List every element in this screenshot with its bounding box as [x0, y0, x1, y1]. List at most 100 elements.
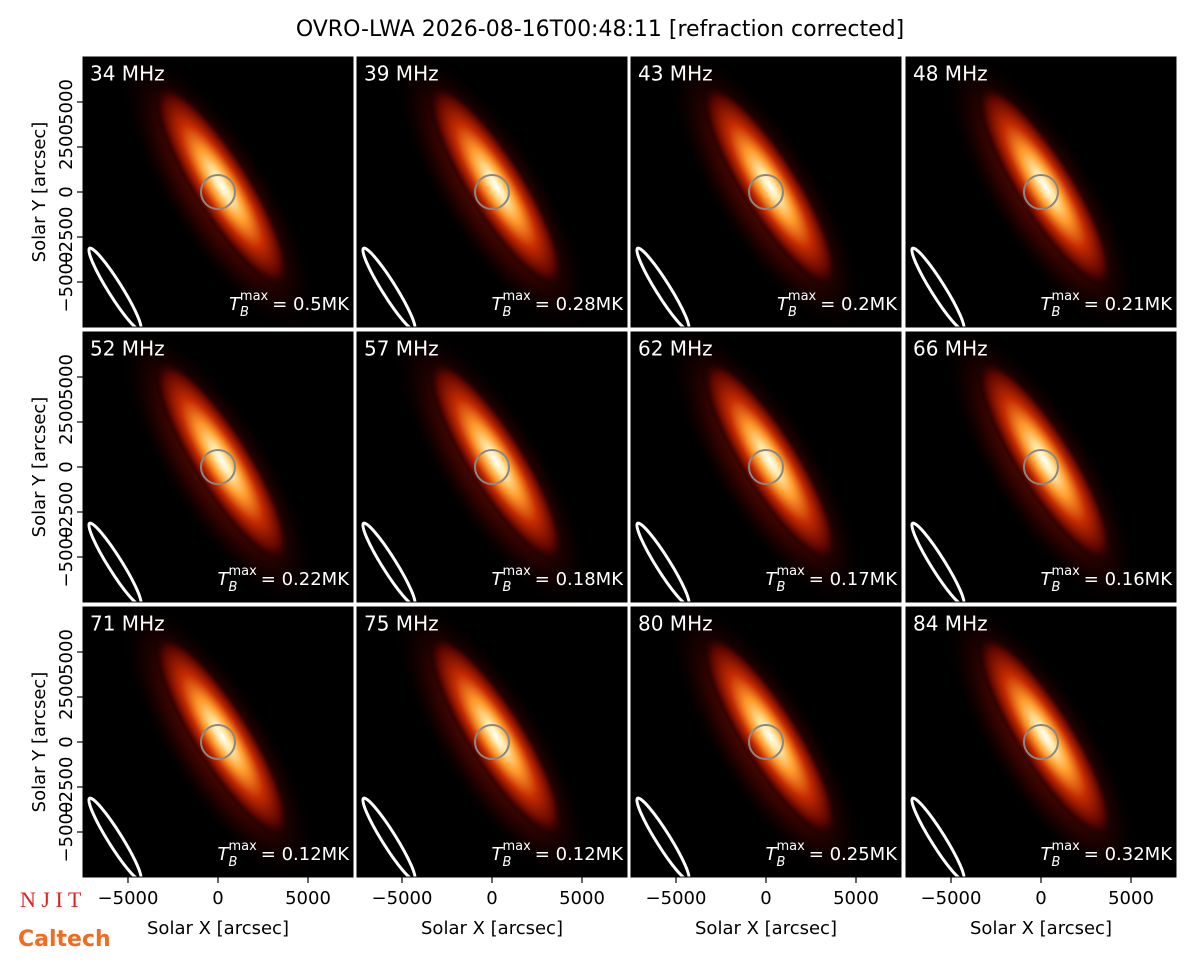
- emission: [153, 82, 291, 290]
- tb-value: = 0.12MK: [261, 844, 350, 865]
- tb-max-annotation: TBmax = 0.18MK: [492, 564, 625, 595]
- tb-value: = 0.22MK: [261, 569, 350, 590]
- tb-symbol: T: [492, 569, 505, 590]
- solar-disk: [474, 449, 510, 485]
- panel-title: 66 MHz: [913, 337, 988, 361]
- panel-frame: [905, 331, 1177, 603]
- figure-title: OVRO-LWA 2026-08-16T00:48:11 [refraction…: [296, 17, 904, 42]
- beam: [910, 796, 966, 877]
- tb-value: = 0.21MK: [1084, 294, 1173, 315]
- x-axis-label: Solar X [arcsec]: [695, 918, 837, 939]
- tb-value: = 0.5MK: [272, 294, 350, 315]
- tb-superscript: max: [776, 839, 805, 854]
- y-tick-label: −5000: [56, 802, 77, 863]
- tb-max-annotation: TBmax = 0.28MK: [492, 289, 625, 320]
- emission: [976, 82, 1114, 290]
- panel: [906, 332, 1176, 602]
- panel: [906, 57, 1176, 327]
- y-tick-label: 5000: [56, 79, 77, 125]
- tb-value: = 0.32MK: [1084, 844, 1173, 865]
- panel-title: 75 MHz: [364, 612, 439, 636]
- tb-value: = 0.17MK: [809, 569, 898, 590]
- x-tick-label: −5000: [646, 888, 707, 909]
- emission: [427, 82, 565, 290]
- emission: [701, 632, 839, 840]
- tb-max-annotation: TBmax = 0.2MK: [777, 289, 898, 320]
- emission: [701, 357, 839, 565]
- beam: [635, 521, 691, 602]
- y-tick-label: −5000: [56, 252, 77, 313]
- emission: [427, 632, 565, 840]
- tb-subscript: B: [777, 580, 786, 595]
- panel: [357, 607, 627, 877]
- panel-title: 39 MHz: [364, 62, 439, 86]
- panel-frame: [905, 56, 1177, 328]
- x-tick-label: −5000: [98, 888, 159, 909]
- tb-superscript: max: [776, 564, 805, 579]
- tb-symbol: T: [777, 294, 790, 315]
- x-axis-label: Solar X [arcsec]: [970, 918, 1112, 939]
- y-tick-label: 5000: [56, 354, 77, 400]
- x-tick-label: −5000: [372, 888, 433, 909]
- y-tick-label: −2500: [56, 207, 77, 268]
- panel-title: 43 MHz: [638, 62, 713, 86]
- y-axis-label: Solar Y [arcsec]: [29, 672, 50, 813]
- tb-max-annotation: TBmax = 0.25MK: [766, 839, 899, 870]
- tb-superscript: max: [240, 289, 269, 304]
- beam: [910, 521, 966, 602]
- tb-superscript: max: [228, 839, 257, 854]
- x-tick-label: 0: [1035, 888, 1046, 909]
- tb-superscript: max: [502, 839, 531, 854]
- emission: [976, 632, 1114, 840]
- tb-subscript: B: [503, 855, 512, 870]
- beam: [87, 521, 143, 602]
- x-axis-label: Solar X [arcsec]: [147, 918, 289, 939]
- logo-njit: N J I T: [20, 887, 82, 912]
- x-tick-label: −5000: [921, 888, 982, 909]
- tb-superscript: max: [228, 564, 257, 579]
- x-tick-label: 5000: [559, 888, 605, 909]
- panel-frame: [356, 331, 628, 603]
- tb-value: = 0.18MK: [535, 569, 624, 590]
- solar-disk: [200, 174, 236, 210]
- y-tick-label: 0: [56, 461, 77, 472]
- y-tick-label: 0: [56, 736, 77, 747]
- tb-subscript: B: [229, 855, 238, 870]
- tb-superscript: max: [502, 289, 531, 304]
- tb-symbol: T: [492, 294, 505, 315]
- panel-title: 80 MHz: [638, 612, 713, 636]
- logo-caltech: Caltech: [18, 927, 111, 952]
- solar-disk: [748, 174, 784, 210]
- panel: [83, 332, 353, 602]
- beam: [635, 246, 691, 327]
- solar-disk: [200, 724, 236, 760]
- solar-disk: [474, 724, 510, 760]
- x-tick-label: 5000: [833, 888, 879, 909]
- tb-symbol: T: [766, 844, 779, 865]
- emission: [427, 357, 565, 565]
- panel: [357, 332, 627, 602]
- x-tick-label: 0: [212, 888, 223, 909]
- x-tick-label: 0: [760, 888, 771, 909]
- tb-superscript: max: [1051, 564, 1080, 579]
- panel-frame: [356, 56, 628, 328]
- tb-max-annotation: TBmax = 0.21MK: [1041, 289, 1174, 320]
- tb-symbol: T: [218, 569, 231, 590]
- y-tick-label: 2500: [56, 674, 77, 720]
- y-axis-label: Solar Y [arcsec]: [29, 122, 50, 263]
- tb-subscript: B: [503, 580, 512, 595]
- tb-subscript: B: [788, 305, 797, 320]
- panel: [83, 607, 353, 877]
- tb-max-annotation: TBmax = 0.5MK: [229, 289, 350, 320]
- tb-max-annotation: TBmax = 0.12MK: [218, 839, 351, 870]
- tb-max-annotation: TBmax = 0.32MK: [1041, 839, 1174, 870]
- tb-symbol: T: [229, 294, 242, 315]
- tb-symbol: T: [1041, 844, 1054, 865]
- solar-disk: [748, 449, 784, 485]
- tb-subscript: B: [777, 855, 786, 870]
- y-tick-label: −2500: [56, 482, 77, 543]
- panel-title: 57 MHz: [364, 337, 439, 361]
- panel: [631, 332, 901, 602]
- y-tick-label: −2500: [56, 757, 77, 818]
